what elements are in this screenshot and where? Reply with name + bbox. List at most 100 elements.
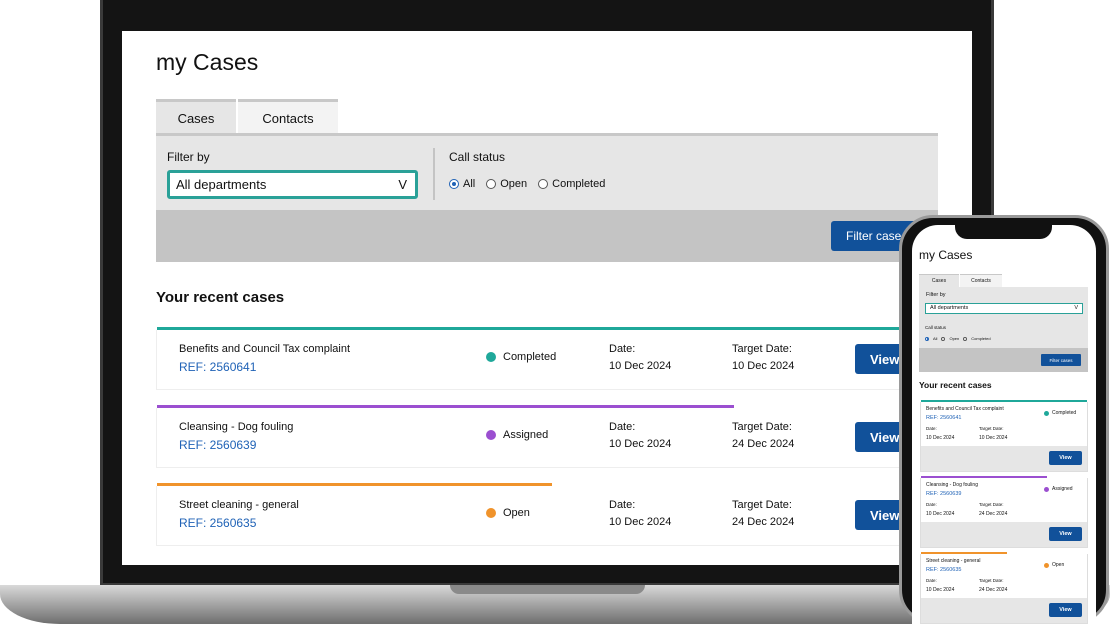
filter-panel: Filter by All departments V Call status … [156,136,938,210]
mobile-call-status-label: Call status [925,325,947,330]
mobile-case-ref-link[interactable]: REF: 2560639 [926,491,962,497]
page-title: my Cases [156,49,259,75]
mobile-case-ref-link[interactable]: REF: 2560635 [926,567,962,573]
mobile-page-title: my Cases [919,248,973,262]
mobile-case-status: Open [1044,562,1064,568]
radio-completed-input[interactable] [538,179,549,189]
mobile-filter-cases-button[interactable]: Filter cases [1041,354,1081,366]
mobile-case-footer: View [921,522,1087,547]
case-status: Completed [486,351,556,363]
mobile-case-date-label: Date: [926,578,937,583]
mobile-case-date: 10 Dec 2024 [926,435,955,441]
case-status: Assigned [486,429,548,441]
case-row: Cleansing - Dog fouling REF: 2560639 Ass… [156,405,925,468]
status-dot-icon [486,352,496,362]
mobile-case-title: Street cleaning - general [926,558,981,564]
mobile-radio-all[interactable]: All [925,336,937,341]
radio-open-label: Open [500,178,528,190]
tab-cases[interactable]: Cases [156,99,236,135]
mobile-tab-cases[interactable]: Cases [919,274,959,287]
mobile-case-progress-bar [921,476,1048,478]
chevron-down-icon: V [398,177,407,192]
status-dot-icon [486,508,496,518]
mobile-radio-open-input[interactable] [941,336,946,341]
mobile-view-case-button[interactable]: View [1049,527,1082,541]
case-status-label: Completed [503,351,557,363]
mobile-case-status-label: Completed [1052,410,1077,416]
mobile-department-select[interactable]: All departments V [925,303,1083,314]
phone-notch [955,225,1052,239]
mobile-case-date-label: Date: [926,426,937,431]
case-target-date-label: Target Date: [732,421,792,433]
case-date-label: Date: [609,499,636,511]
mobile-case-target-date-label: Target Date: [979,578,1004,583]
status-dot-icon [486,430,496,440]
filter-action-bar: Filter case [156,210,941,262]
mobile-case-target-date: 24 Dec 2024 [979,587,1008,593]
case-date: 10 Dec 2024 [609,360,672,372]
mobile-case-target-date-label: Target Date: [979,426,1004,431]
mobile-filter-panel: Filter by All departments V Call status … [919,287,1088,348]
mobile-case-status: Completed [1044,410,1076,416]
case-ref-link[interactable]: REF: 2560635 [179,516,257,530]
mobile-case-ref-link[interactable]: REF: 2560641 [926,415,962,421]
mobile-case-progress-bar [921,400,1087,402]
mobile-case-status-label: Open [1052,562,1065,568]
case-status-label: Open [503,507,530,519]
mobile-radio-all-input[interactable] [925,336,929,341]
department-select-value: All departments [176,177,267,192]
desktop-screen: my Cases Cases Contacts Filter by All de… [122,31,972,565]
mobile-tab-contacts[interactable]: Contacts [960,274,1002,287]
case-target-date: 24 Dec 2024 [732,516,795,528]
mobile-radio-open[interactable]: Open [941,336,959,341]
mobile-radio-completed-input[interactable] [963,336,968,341]
mobile-filter-by-label: Filter by [926,292,946,298]
case-ref-link[interactable]: REF: 2560639 [179,438,257,452]
mobile-case-card: Benefits and Council Tax complaint REF: … [920,400,1088,472]
case-row: Street cleaning - general REF: 2560635 O… [156,483,925,546]
case-target-date-label: Target Date: [732,343,792,355]
chevron-down-icon: V [1074,305,1078,311]
mobile-case-progress-bar [921,552,1008,554]
radio-completed-label: Completed [552,178,606,190]
mobile-case-date: 10 Dec 2024 [926,511,955,517]
status-dot-icon [1044,486,1049,492]
mobile-screen: my Cases Cases Contacts Filter by All de… [912,225,1096,624]
mobile-call-status-radio-group: All Open Completed [925,336,991,341]
mobile-case-date-label: Date: [926,502,937,507]
case-date-label: Date: [609,421,636,433]
case-title: Cleansing - Dog fouling [179,421,294,433]
radio-all-input[interactable] [449,179,459,189]
case-date-label: Date: [609,343,636,355]
case-date: 10 Dec 2024 [609,516,672,528]
filter-divider [433,148,435,200]
call-status-label: Call status [449,150,506,164]
department-select[interactable]: All departments V [167,170,418,199]
mobile-case-card: Cleansing - Dog fouling REF: 2560639 Ass… [920,476,1088,548]
mobile-view-case-button[interactable]: View [1049,603,1082,617]
mobile-radio-completed-label: Completed [971,336,991,341]
case-status: Open [486,507,530,519]
case-title: Street cleaning - general [179,499,299,511]
tab-contacts[interactable]: Contacts [238,99,338,135]
case-target-date: 24 Dec 2024 [732,438,795,450]
mobile-radio-completed[interactable]: Completed [963,336,991,341]
case-row: Benefits and Council Tax complaint REF: … [156,327,925,390]
case-target-date-label: Target Date: [732,499,792,511]
case-target-date: 10 Dec 2024 [732,360,795,372]
mobile-view-case-button[interactable]: View [1049,451,1082,465]
radio-completed[interactable]: Completed [538,178,605,190]
mobile-case-footer: View [921,598,1087,623]
mobile-case-status: Assigned [1044,486,1073,492]
radio-open-input[interactable] [486,179,497,189]
mobile-recent-cases-heading: Your recent cases [919,380,992,390]
case-ref-link[interactable]: REF: 2560641 [179,360,257,374]
mobile-case-target-date: 10 Dec 2024 [979,435,1008,441]
mobile-radio-open-label: Open [949,336,960,341]
case-title: Benefits and Council Tax complaint [179,343,351,355]
radio-open[interactable]: Open [486,178,527,190]
mobile-case-status-label: Assigned [1052,486,1073,492]
mobile-case-card: Street cleaning - general REF: 2560635 O… [920,552,1088,624]
radio-all[interactable]: All [449,178,475,190]
filter-by-label: Filter by [167,150,210,164]
